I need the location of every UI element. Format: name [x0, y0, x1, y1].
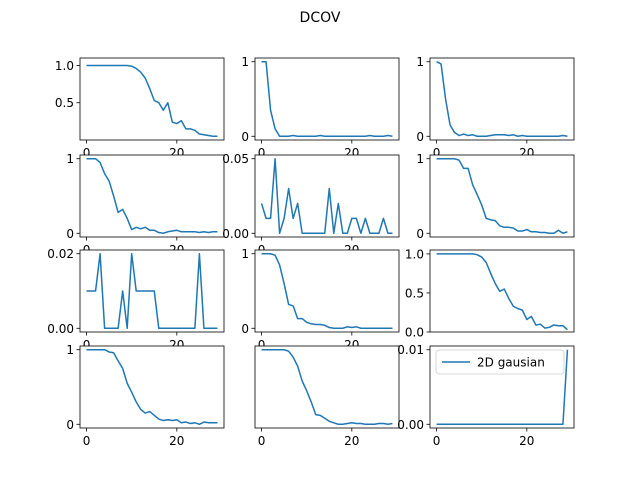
- axes-frame: [429, 345, 575, 429]
- y-tick-label: 0: [416, 227, 424, 241]
- series-line: [86, 64, 218, 138]
- x-tick-label: 0: [258, 146, 266, 160]
- x-tick-label: 20: [519, 434, 534, 448]
- series-line: [436, 349, 569, 426]
- y-tick-label: 0: [66, 227, 74, 241]
- y-tick-label: 1: [241, 55, 249, 69]
- y-tick-label: 0.00: [222, 227, 249, 241]
- plot-area: [80, 155, 224, 237]
- x-tick-label: 0: [433, 146, 441, 160]
- axes-frame: [429, 154, 575, 238]
- subplot-1: 0 200.51.0: [55, 57, 225, 160]
- subplot-9: 0.0 0.5 1.0: [405, 247, 575, 340]
- legend-label: 2D gausian: [477, 356, 545, 370]
- y-tick-label: 0.00: [47, 322, 74, 336]
- y-tick-label: 0.00: [397, 418, 424, 432]
- x-tick-label: 0: [83, 338, 91, 352]
- subplot-11: 0 20: [254, 345, 400, 448]
- subplot-12: 0 20 0.00 0.01 2D gausian: [397, 343, 575, 448]
- series-line: [261, 60, 393, 138]
- x-tick-label: 0: [258, 434, 266, 448]
- series-line: [261, 252, 393, 330]
- legend: 2D gausian: [435, 349, 565, 375]
- x-tick-label: 0: [83, 434, 91, 448]
- axes-frame: [254, 345, 400, 429]
- plot-area: [430, 58, 574, 140]
- series-line: [86, 252, 218, 330]
- axes-frame: [79, 249, 225, 333]
- y-tick-label: 0: [416, 130, 424, 144]
- y-tick-label: 1: [416, 55, 424, 69]
- subplot-6: 01: [416, 152, 575, 241]
- plot-area: [255, 346, 399, 428]
- series-line: [86, 348, 218, 426]
- plot-area: [255, 58, 399, 140]
- subplot-10: 0 20 0 1: [66, 343, 225, 448]
- x-tick-label: 0: [83, 146, 91, 160]
- axes-frame: [79, 345, 225, 429]
- x-tick-label: 0: [258, 338, 266, 352]
- plot-area: [80, 58, 224, 140]
- figure-title: DCOV: [300, 10, 341, 26]
- y-tick-label: 1: [66, 152, 74, 166]
- y-tick-label: 0.05: [222, 152, 249, 166]
- plot-area: [255, 250, 399, 332]
- x-tick-label: 20: [169, 434, 184, 448]
- y-tick-label: 0.0: [405, 326, 424, 340]
- y-tick-label: 1.0: [55, 59, 74, 73]
- series-line: [261, 348, 393, 426]
- legend-box: [435, 349, 565, 375]
- plot-area: [80, 346, 224, 428]
- axes-frame: [254, 154, 400, 238]
- x-tick-label: 0: [433, 434, 441, 448]
- series-line: [436, 61, 568, 138]
- y-tick-label: 1: [241, 247, 249, 261]
- y-tick-label: 0: [241, 322, 249, 336]
- y-tick-label: 0.5: [55, 96, 74, 110]
- series-line: [86, 157, 218, 235]
- axes-frame: [79, 154, 225, 238]
- axes-frame: [429, 249, 575, 333]
- y-tick-label: 0: [66, 418, 74, 432]
- axes-frame: [254, 57, 400, 141]
- axes-frame: [429, 57, 575, 141]
- axes-frame: [79, 57, 225, 141]
- y-tick-label: 0.02: [47, 247, 74, 261]
- series-line: [260, 157, 393, 235]
- y-tick-label: 0: [241, 130, 249, 144]
- plot-area: [430, 155, 574, 237]
- y-tick-label: 0.01: [397, 343, 424, 357]
- subplot-7: 0 200.000.02: [47, 247, 225, 352]
- y-tick-label: 1: [416, 152, 424, 166]
- y-tick-label: 1.0: [405, 247, 424, 261]
- series-line: [436, 157, 568, 235]
- y-tick-label: 0.5: [405, 286, 424, 300]
- x-tick-label: 20: [344, 434, 359, 448]
- y-tick-label: 1: [66, 343, 74, 357]
- series-line: [436, 253, 568, 331]
- subplot-grid: 0200.51.00200102001020010200.000.0501020…: [47, 55, 575, 448]
- axes-frame: [254, 249, 400, 333]
